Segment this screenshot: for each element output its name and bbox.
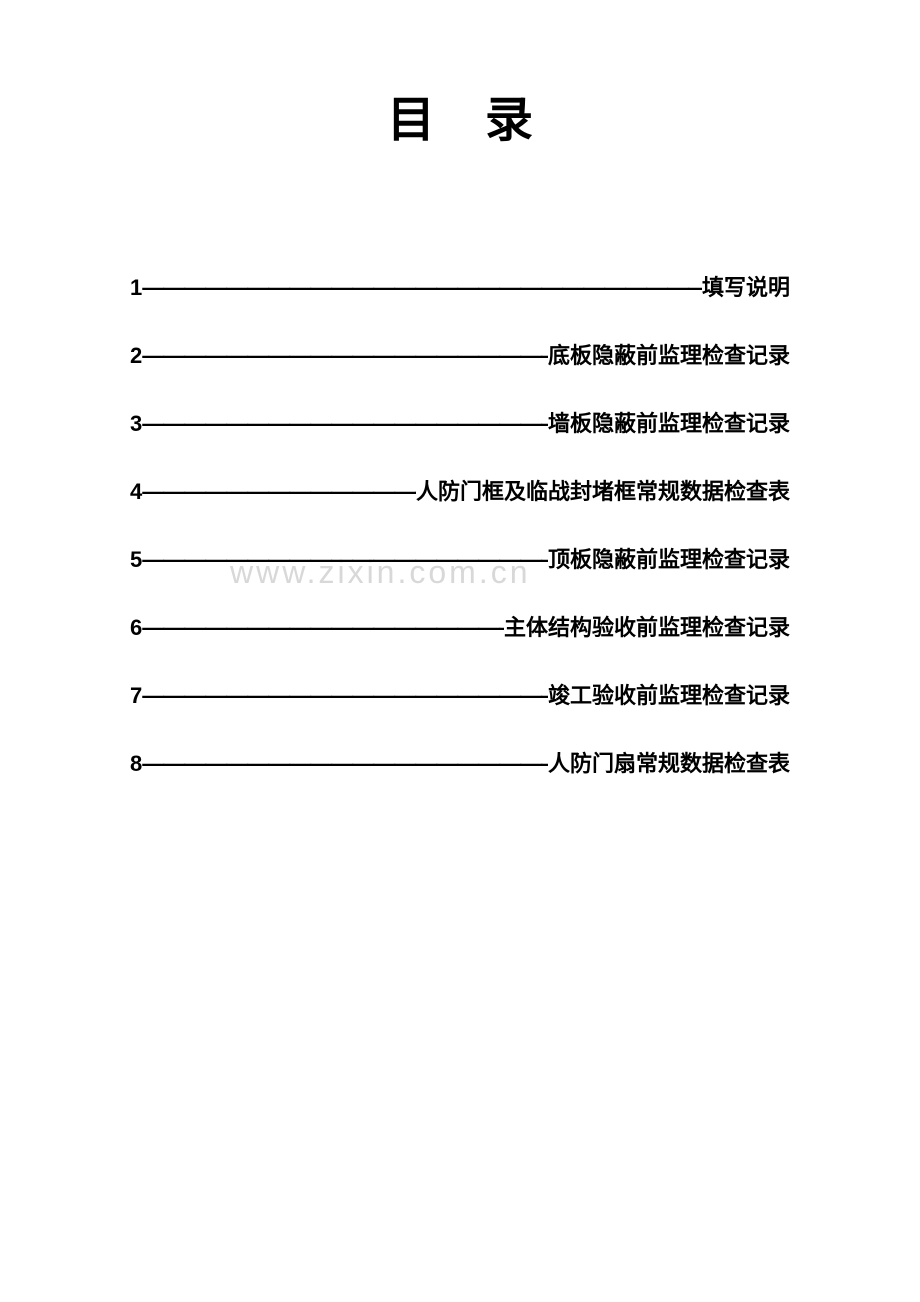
toc-entry: 3 —————————————————————————————— 墙板隐蔽前监理… <box>130 406 790 438</box>
toc-number: 6 <box>130 615 142 641</box>
toc-leader: —————————————————————————————— <box>142 411 548 437</box>
toc-label: 主体结构验收前监理检查记录 <box>504 610 790 642</box>
toc-number: 8 <box>130 751 142 777</box>
toc-label: 底板隐蔽前监理检查记录 <box>548 338 790 370</box>
toc-entry: 8 —————————————————————————————— 人防门扇常规数… <box>130 746 790 778</box>
toc-entry: 6 —————————————————————————— 主体结构验收前监理检查… <box>130 610 790 642</box>
toc-label: 竣工验收前监理检查记录 <box>548 678 790 710</box>
toc-leader: —————————————————————————————— <box>142 343 548 369</box>
toc-number: 4 <box>130 479 142 505</box>
toc-label: 顶板隐蔽前监理检查记录 <box>548 542 790 574</box>
toc-label: 人防门扇常规数据检查表 <box>548 746 790 778</box>
toc-entry: 1 ——————————————————————————————————————… <box>130 270 790 302</box>
toc-leader: —————————————————————————— <box>142 615 504 641</box>
toc-leader: ———————————————— <box>142 479 416 505</box>
toc-entry: 2 —————————————————————————————— 底板隐蔽前监理… <box>130 338 790 370</box>
toc-label: 人防门框及临战封堵框常规数据检查表 <box>416 474 790 506</box>
toc-entry: 7 —————————————————————————————— 竣工验收前监理… <box>130 678 790 710</box>
toc-number: 2 <box>130 343 142 369</box>
page-title: 目录 <box>70 80 850 150</box>
toc-label: 填写说明 <box>702 270 790 302</box>
toc-number: 7 <box>130 683 142 709</box>
toc-leader: —————————————————————————————— <box>142 751 548 777</box>
toc-entry: 5 —————————————————————————————— 顶板隐蔽前监理… <box>130 542 790 574</box>
toc-label: 墙板隐蔽前监理检查记录 <box>548 406 790 438</box>
toc-number: 3 <box>130 411 142 437</box>
toc-leader: —————————————————————————————— <box>142 547 548 573</box>
toc-number: 1 <box>130 275 142 301</box>
toc-list: 1 ——————————————————————————————————————… <box>70 270 850 778</box>
toc-entry: 4 ———————————————— 人防门框及临战封堵框常规数据检查表 <box>130 474 790 506</box>
toc-number: 5 <box>130 547 142 573</box>
toc-leader: ————————————————————————————————————————… <box>142 275 702 301</box>
toc-leader: —————————————————————————————— <box>142 683 548 709</box>
